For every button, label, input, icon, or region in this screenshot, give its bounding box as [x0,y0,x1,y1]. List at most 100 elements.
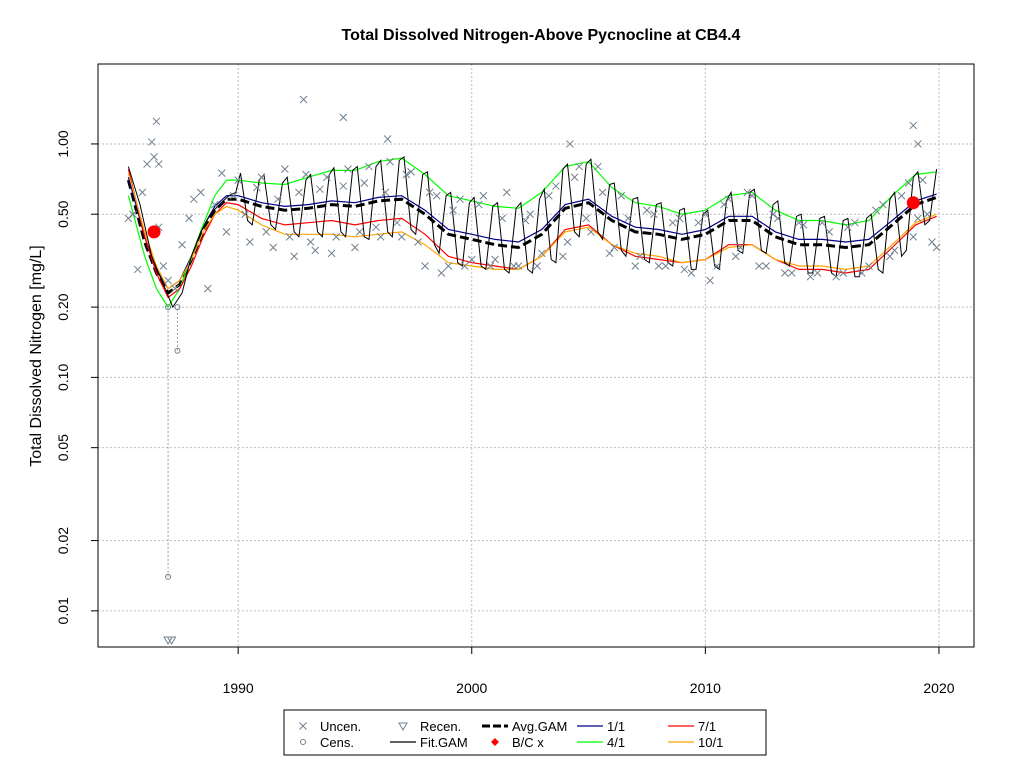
uncensored-point [133,265,142,274]
uncensored-point [694,218,703,227]
uncensored-point [806,272,815,281]
uncensored-point [234,176,243,184]
y-tick-label: 0.01 [55,597,71,624]
uncensored-point [241,210,250,219]
legend-item: 10/1 [668,735,723,750]
uncensored-point [437,269,446,277]
uncensored-point [533,262,542,270]
observations-layer [124,95,941,293]
uncensored-point [851,218,859,227]
uncensored-point [552,182,560,190]
legend-label: Uncen. [320,719,361,734]
uncensored-point [762,262,770,270]
uncensored-point [351,243,359,252]
uncensored-point [311,246,320,255]
uncensored-point [381,188,390,197]
legend-label: 4/1 [607,735,625,750]
seasonal-curves-layer [127,157,937,309]
uncensored-point [773,214,782,223]
uncensored-point [687,269,696,277]
y-axis: 0.01 0.02 0.05 0.10 0.20 0.50 1.00 [55,130,99,624]
bc-point [147,225,161,239]
y-tick-label: 1.00 [55,130,71,157]
uncensored-point [474,200,483,209]
uncensored-point [526,210,535,219]
uncensored-point [890,246,899,255]
uncensored-point [909,121,918,130]
uncensored-point [928,238,936,246]
uncensored-point [372,223,380,232]
censored-layer [163,304,181,646]
uncensored-point [879,200,887,209]
uncensored-point [904,179,913,187]
uncensored-point [502,188,511,197]
seasonal-line-7-1 [127,168,937,299]
fit-gam-layer [127,155,938,309]
legend-key-uncensored [299,722,307,730]
uncensored-point [566,140,574,148]
legend-label: Cens. [320,735,354,750]
legend-item: B/C x [491,735,544,750]
uncensored-point [229,191,238,200]
uncensored-point [713,262,721,270]
uncensored-point [661,262,670,270]
legend-item: Cens. [300,735,354,750]
uncensored-point [339,182,348,190]
uncensored-point [537,249,546,258]
uncensored-point [559,252,567,261]
uncensored-point [269,243,278,252]
legend-label: Fit.GAM [420,735,468,750]
uncensored-point [654,262,663,270]
uncensored-point [129,210,137,219]
uncensored-point [152,117,161,126]
legend-item: Fit.GAM [390,735,468,750]
uncensored-point [189,195,198,204]
uncensored-point [498,214,506,223]
uncensored-point [383,135,392,143]
uncensored-point [432,191,441,200]
uncensored-point [914,214,922,223]
uncensored-point [203,284,212,293]
uncensored-point [262,228,271,236]
uncensored-point [825,228,834,236]
legend-item: Uncen. [299,719,361,734]
chart-title: Total Dissolved Nitrogen-Above Pycnoclin… [342,27,741,44]
uncensored-point [872,206,880,215]
uncensored-point [339,113,348,122]
uncensored-point [143,160,151,168]
uncensored-point [217,169,226,177]
uncensored-point [736,243,745,252]
censored-point [165,573,172,580]
legend: Uncen. Recen. Avg.GAM 1/1 7/1 Cens. Fit.GAM B/C… [283,709,767,756]
censored-point [165,304,172,311]
uncensored-point [185,214,193,223]
legend-item: Recen. [398,719,461,734]
uncensored-point [302,170,310,179]
uncensored-point [171,284,179,293]
uncensored-point [299,95,308,104]
uncensored-point [675,214,684,223]
plot-frame [97,63,975,648]
uncensored-point [668,218,677,227]
legend-label: 1/1 [607,719,625,734]
x-axis: 1990 2000 2010 2020 [223,646,955,696]
uncensored-point [636,252,644,261]
uncensored-point [210,200,219,209]
uncensored-point [724,195,733,204]
legend-key-bc [491,738,499,746]
legend-item: 7/1 [668,719,716,734]
uncensored-point [316,185,324,194]
legend-label: Recen. [420,719,461,734]
x-tick-label: 2000 [456,680,487,696]
uncensored-point [918,176,927,184]
uncensored-point [290,252,299,261]
uncensored-point [720,200,728,209]
uncensored-point [159,262,168,270]
uncensored-point [932,243,941,252]
uncensored-point [245,238,254,246]
uncensored-point [467,255,476,264]
uncensored-point [832,272,841,281]
uncensored-point [743,188,752,197]
avg-gam-line [126,179,938,296]
uncensored-point [598,188,607,197]
